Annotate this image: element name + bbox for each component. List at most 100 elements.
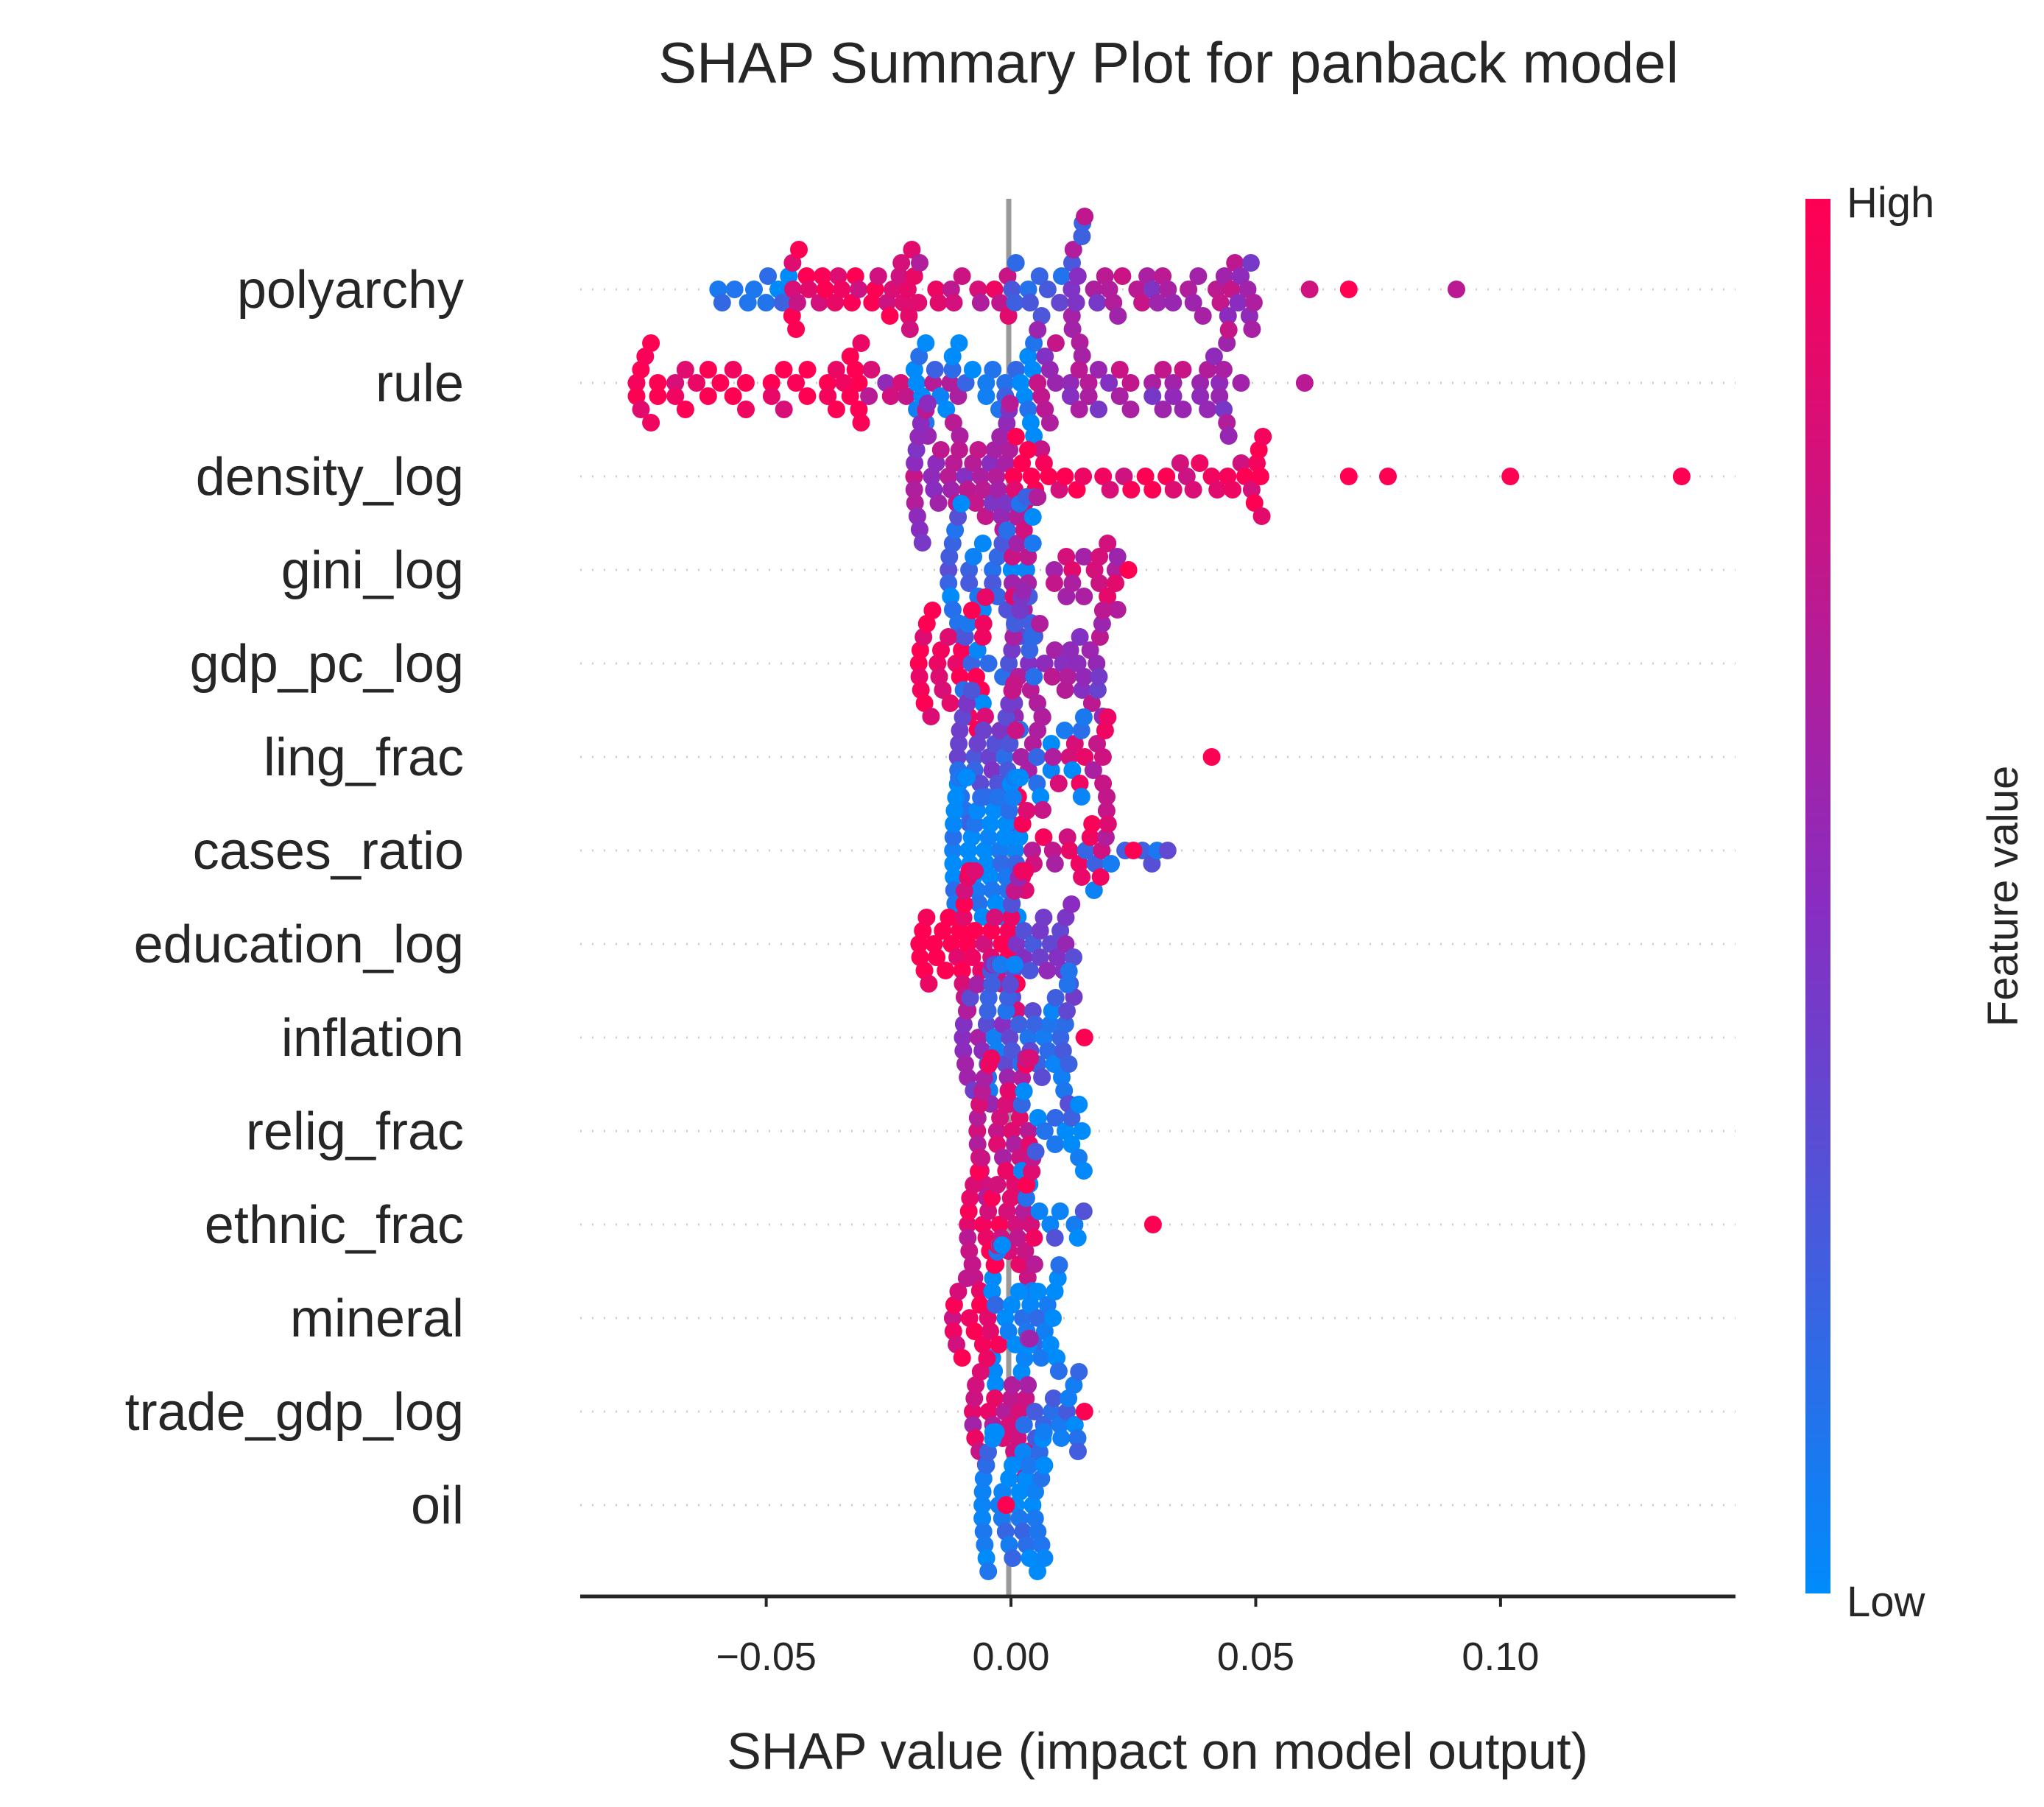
shap-dot — [992, 855, 1010, 873]
shap-dot — [949, 508, 968, 526]
shap-dot — [1053, 1068, 1071, 1086]
shap-dot — [1022, 1216, 1040, 1233]
shap-dot — [863, 294, 881, 311]
shap-dot — [940, 574, 958, 592]
shap-dot — [1023, 735, 1042, 753]
shap-dot — [1043, 1002, 1061, 1020]
shap-dot — [983, 1283, 1001, 1300]
shap-dot — [1063, 254, 1081, 272]
shap-dot — [996, 454, 1015, 472]
shap-dot — [1232, 267, 1250, 285]
shap-dot — [1015, 922, 1033, 940]
shap-dot — [1002, 909, 1021, 926]
shap-dot — [976, 1536, 994, 1554]
colorbar-title: Feature value — [1979, 766, 2027, 1027]
shap-dot — [666, 374, 685, 392]
shap-dot — [944, 828, 962, 846]
shap-dot — [850, 281, 868, 298]
shap-dot — [906, 494, 924, 512]
shap-dot — [1004, 789, 1022, 806]
shap-dot — [1059, 668, 1077, 686]
shap-dot — [1073, 228, 1091, 245]
shap-dot — [968, 668, 985, 686]
shap-dot — [1244, 294, 1263, 311]
shap-dot — [1015, 1350, 1034, 1367]
shap-dot — [990, 1336, 1008, 1353]
shap-dot — [1052, 1429, 1071, 1447]
shap-dot — [1096, 828, 1115, 846]
shap-dot — [943, 348, 962, 365]
shap-dot — [974, 615, 993, 633]
shap-dot — [973, 628, 992, 646]
shap-dot — [956, 628, 974, 646]
shap-dot — [931, 387, 950, 405]
shap-dot — [1002, 895, 1021, 913]
shap-dot — [1060, 1389, 1078, 1407]
shap-dot — [852, 414, 870, 432]
shap-dot — [973, 1483, 992, 1501]
shap-dot — [1300, 281, 1319, 298]
shap-dot — [1003, 281, 1021, 298]
shap-dot — [973, 535, 992, 552]
feature-label: density_log — [196, 448, 464, 507]
shap-dot — [953, 641, 971, 659]
shap-dot — [1023, 1163, 1041, 1180]
shap-dot — [1065, 1216, 1084, 1233]
shap-dot — [1026, 1403, 1044, 1420]
shap-dot — [931, 441, 950, 459]
shap-dot — [759, 267, 778, 285]
shap-dot — [757, 294, 775, 311]
shap-dot — [1035, 909, 1053, 926]
shap-dot — [1379, 468, 1397, 485]
shap-dot — [1014, 1443, 1032, 1461]
shap-dot — [982, 922, 1001, 940]
shap-dot — [1100, 281, 1118, 298]
shap-dot — [993, 1483, 1012, 1501]
shap-dot — [787, 320, 806, 338]
shap-dot — [981, 868, 999, 886]
shap-dot — [1002, 1296, 1021, 1314]
shap-dot — [1004, 1456, 1021, 1474]
shap-dot — [1035, 1122, 1054, 1140]
shap-dot — [1241, 254, 1260, 272]
shap-dot — [984, 1269, 1002, 1287]
shap-dot — [1035, 828, 1053, 846]
shap-dot — [1090, 548, 1109, 566]
shap-dot — [1032, 1470, 1051, 1487]
shap-dot — [878, 294, 896, 311]
shap-dot — [1057, 1122, 1074, 1140]
shap-dot — [1021, 294, 1039, 311]
shap-dot — [1012, 1363, 1031, 1381]
x-tick-label: −0.05 — [716, 1635, 817, 1679]
shap-dot — [1070, 1149, 1088, 1166]
shap-dot — [627, 374, 646, 392]
shap-dot — [987, 468, 1006, 485]
shap-dot — [1003, 641, 1021, 659]
shap-dot — [1007, 361, 1025, 378]
shap-dot — [951, 668, 969, 686]
shap-dot — [929, 494, 948, 512]
shap-dot — [1044, 748, 1062, 766]
shap-dot — [1057, 909, 1075, 926]
shap-dot — [1143, 281, 1161, 298]
shap-dot — [1011, 602, 1029, 619]
shap-dot — [1043, 842, 1062, 859]
shap-dot — [1008, 508, 1026, 526]
shap-dot — [968, 881, 986, 899]
shap-dot — [1001, 735, 1019, 753]
shap-dot — [1004, 628, 1023, 646]
shap-dot — [724, 361, 742, 378]
shap-dot — [951, 922, 969, 940]
shap-dot — [1046, 574, 1063, 592]
shap-dot — [898, 281, 917, 298]
shap-dot — [833, 281, 851, 298]
feature-label: oil — [411, 1476, 464, 1535]
shap-dot — [1014, 1523, 1032, 1540]
shap-dot — [943, 535, 962, 552]
shap-dot — [946, 521, 965, 539]
shap-dot — [649, 387, 667, 405]
shap-dot — [1088, 735, 1106, 753]
shap-dot — [973, 1336, 992, 1353]
shap-dot — [1000, 1416, 1018, 1434]
shap-dot — [1049, 1269, 1067, 1287]
